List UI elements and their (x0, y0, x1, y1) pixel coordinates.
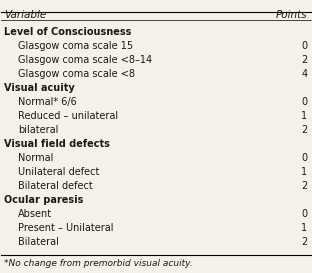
Text: Variable: Variable (4, 10, 47, 20)
Text: Reduced – unilateral: Reduced – unilateral (18, 111, 119, 121)
Text: Visual acuity: Visual acuity (4, 83, 75, 93)
Text: 0: 0 (301, 41, 308, 51)
Text: Normal* 6/6: Normal* 6/6 (18, 97, 77, 107)
Text: Bilateral: Bilateral (18, 237, 59, 247)
Text: 2: 2 (301, 237, 308, 247)
Text: bilateral: bilateral (18, 125, 59, 135)
Text: 2: 2 (301, 181, 308, 191)
Text: 2: 2 (301, 125, 308, 135)
Text: Glasgow coma scale <8: Glasgow coma scale <8 (18, 69, 135, 79)
Text: Visual field defects: Visual field defects (4, 139, 110, 149)
Text: Normal: Normal (18, 153, 54, 163)
Text: 1: 1 (301, 111, 308, 121)
Text: Glasgow coma scale <8–14: Glasgow coma scale <8–14 (18, 55, 153, 65)
Text: 1: 1 (301, 223, 308, 233)
Text: Bilateral defect: Bilateral defect (18, 181, 93, 191)
Text: 0: 0 (301, 209, 308, 219)
Text: Absent: Absent (18, 209, 52, 219)
Text: 0: 0 (301, 97, 308, 107)
Text: Present – Unilateral: Present – Unilateral (18, 223, 114, 233)
Text: *No change from premorbid visual acuity.: *No change from premorbid visual acuity. (4, 259, 193, 268)
Text: Ocular paresis: Ocular paresis (4, 195, 84, 205)
Text: 0: 0 (301, 153, 308, 163)
Text: Unilateral defect: Unilateral defect (18, 167, 100, 177)
Text: 2: 2 (301, 55, 308, 65)
Text: Glasgow coma scale 15: Glasgow coma scale 15 (18, 41, 134, 51)
Text: Points: Points (276, 10, 308, 20)
Text: 1: 1 (301, 167, 308, 177)
Text: 4: 4 (301, 69, 308, 79)
Text: Level of Consciousness: Level of Consciousness (4, 27, 132, 37)
